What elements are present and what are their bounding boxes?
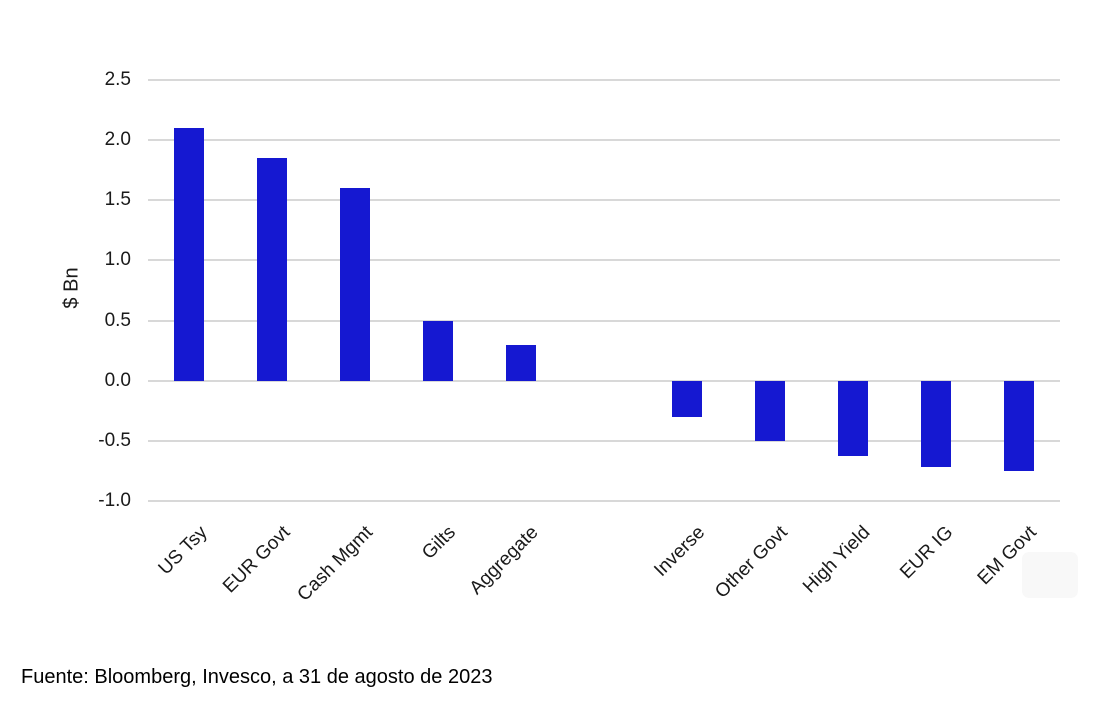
bar-eur-govt — [257, 158, 288, 381]
x-tick-label-inverse: Inverse — [649, 522, 709, 581]
gridline-y-0.5 — [148, 319, 1060, 322]
bar-gilts — [423, 320, 454, 381]
x-tick-label-cash-mgmt: Cash Mgmt — [293, 522, 378, 606]
y-tick-label: 1.5 — [104, 189, 131, 211]
y-tick-label: 0.0 — [104, 369, 131, 391]
gridline-y-1.5 — [148, 199, 1060, 202]
y-tick-label: 2.5 — [104, 69, 131, 90]
x-tick-label-aggregate: Aggregate — [466, 522, 543, 599]
gridline-y--1.0 — [148, 500, 1060, 502]
x-tick-label-us-tsy: US Tsy — [154, 522, 212, 580]
x-tick-label-eur-govt: EUR Govt — [218, 522, 295, 598]
gridline-y-2.5 — [148, 79, 1060, 81]
y-tick-label: 0.5 — [104, 309, 131, 331]
bar-high-yield — [837, 380, 868, 457]
x-tick-label-other-govt: Other Govt — [711, 522, 792, 603]
y-axis-title: $ Bn — [60, 267, 83, 309]
bar-eur-ig — [920, 380, 951, 468]
bar-aggregate — [506, 344, 537, 381]
y-tick-label: -0.5 — [98, 429, 131, 451]
bar-other-govt — [754, 380, 785, 441]
x-tick-label-high-yield: High Yield — [799, 522, 875, 598]
gridline-y-1.0 — [148, 259, 1060, 262]
gridline-y-2.0 — [148, 139, 1060, 142]
gridline-y-0.0 — [148, 379, 1060, 382]
y-tick-label: 2.0 — [104, 129, 131, 151]
y-tick-label: -1.0 — [98, 490, 131, 511]
bar-em-govt — [1003, 380, 1034, 471]
bar-us-tsy — [174, 128, 205, 381]
x-tick-label-gilts: Gilts — [418, 522, 461, 564]
source-text: Fuente: Bloomberg, Invesco, a 31 de agos… — [21, 666, 493, 688]
y-tick-label: 1.0 — [104, 249, 131, 271]
x-tick-label-eur-ig: EUR IG — [896, 522, 958, 584]
bar-cash-mgmt — [340, 188, 371, 381]
gridline-y--0.5 — [148, 439, 1060, 442]
bar-inverse — [671, 380, 702, 417]
watermark — [1022, 552, 1078, 598]
